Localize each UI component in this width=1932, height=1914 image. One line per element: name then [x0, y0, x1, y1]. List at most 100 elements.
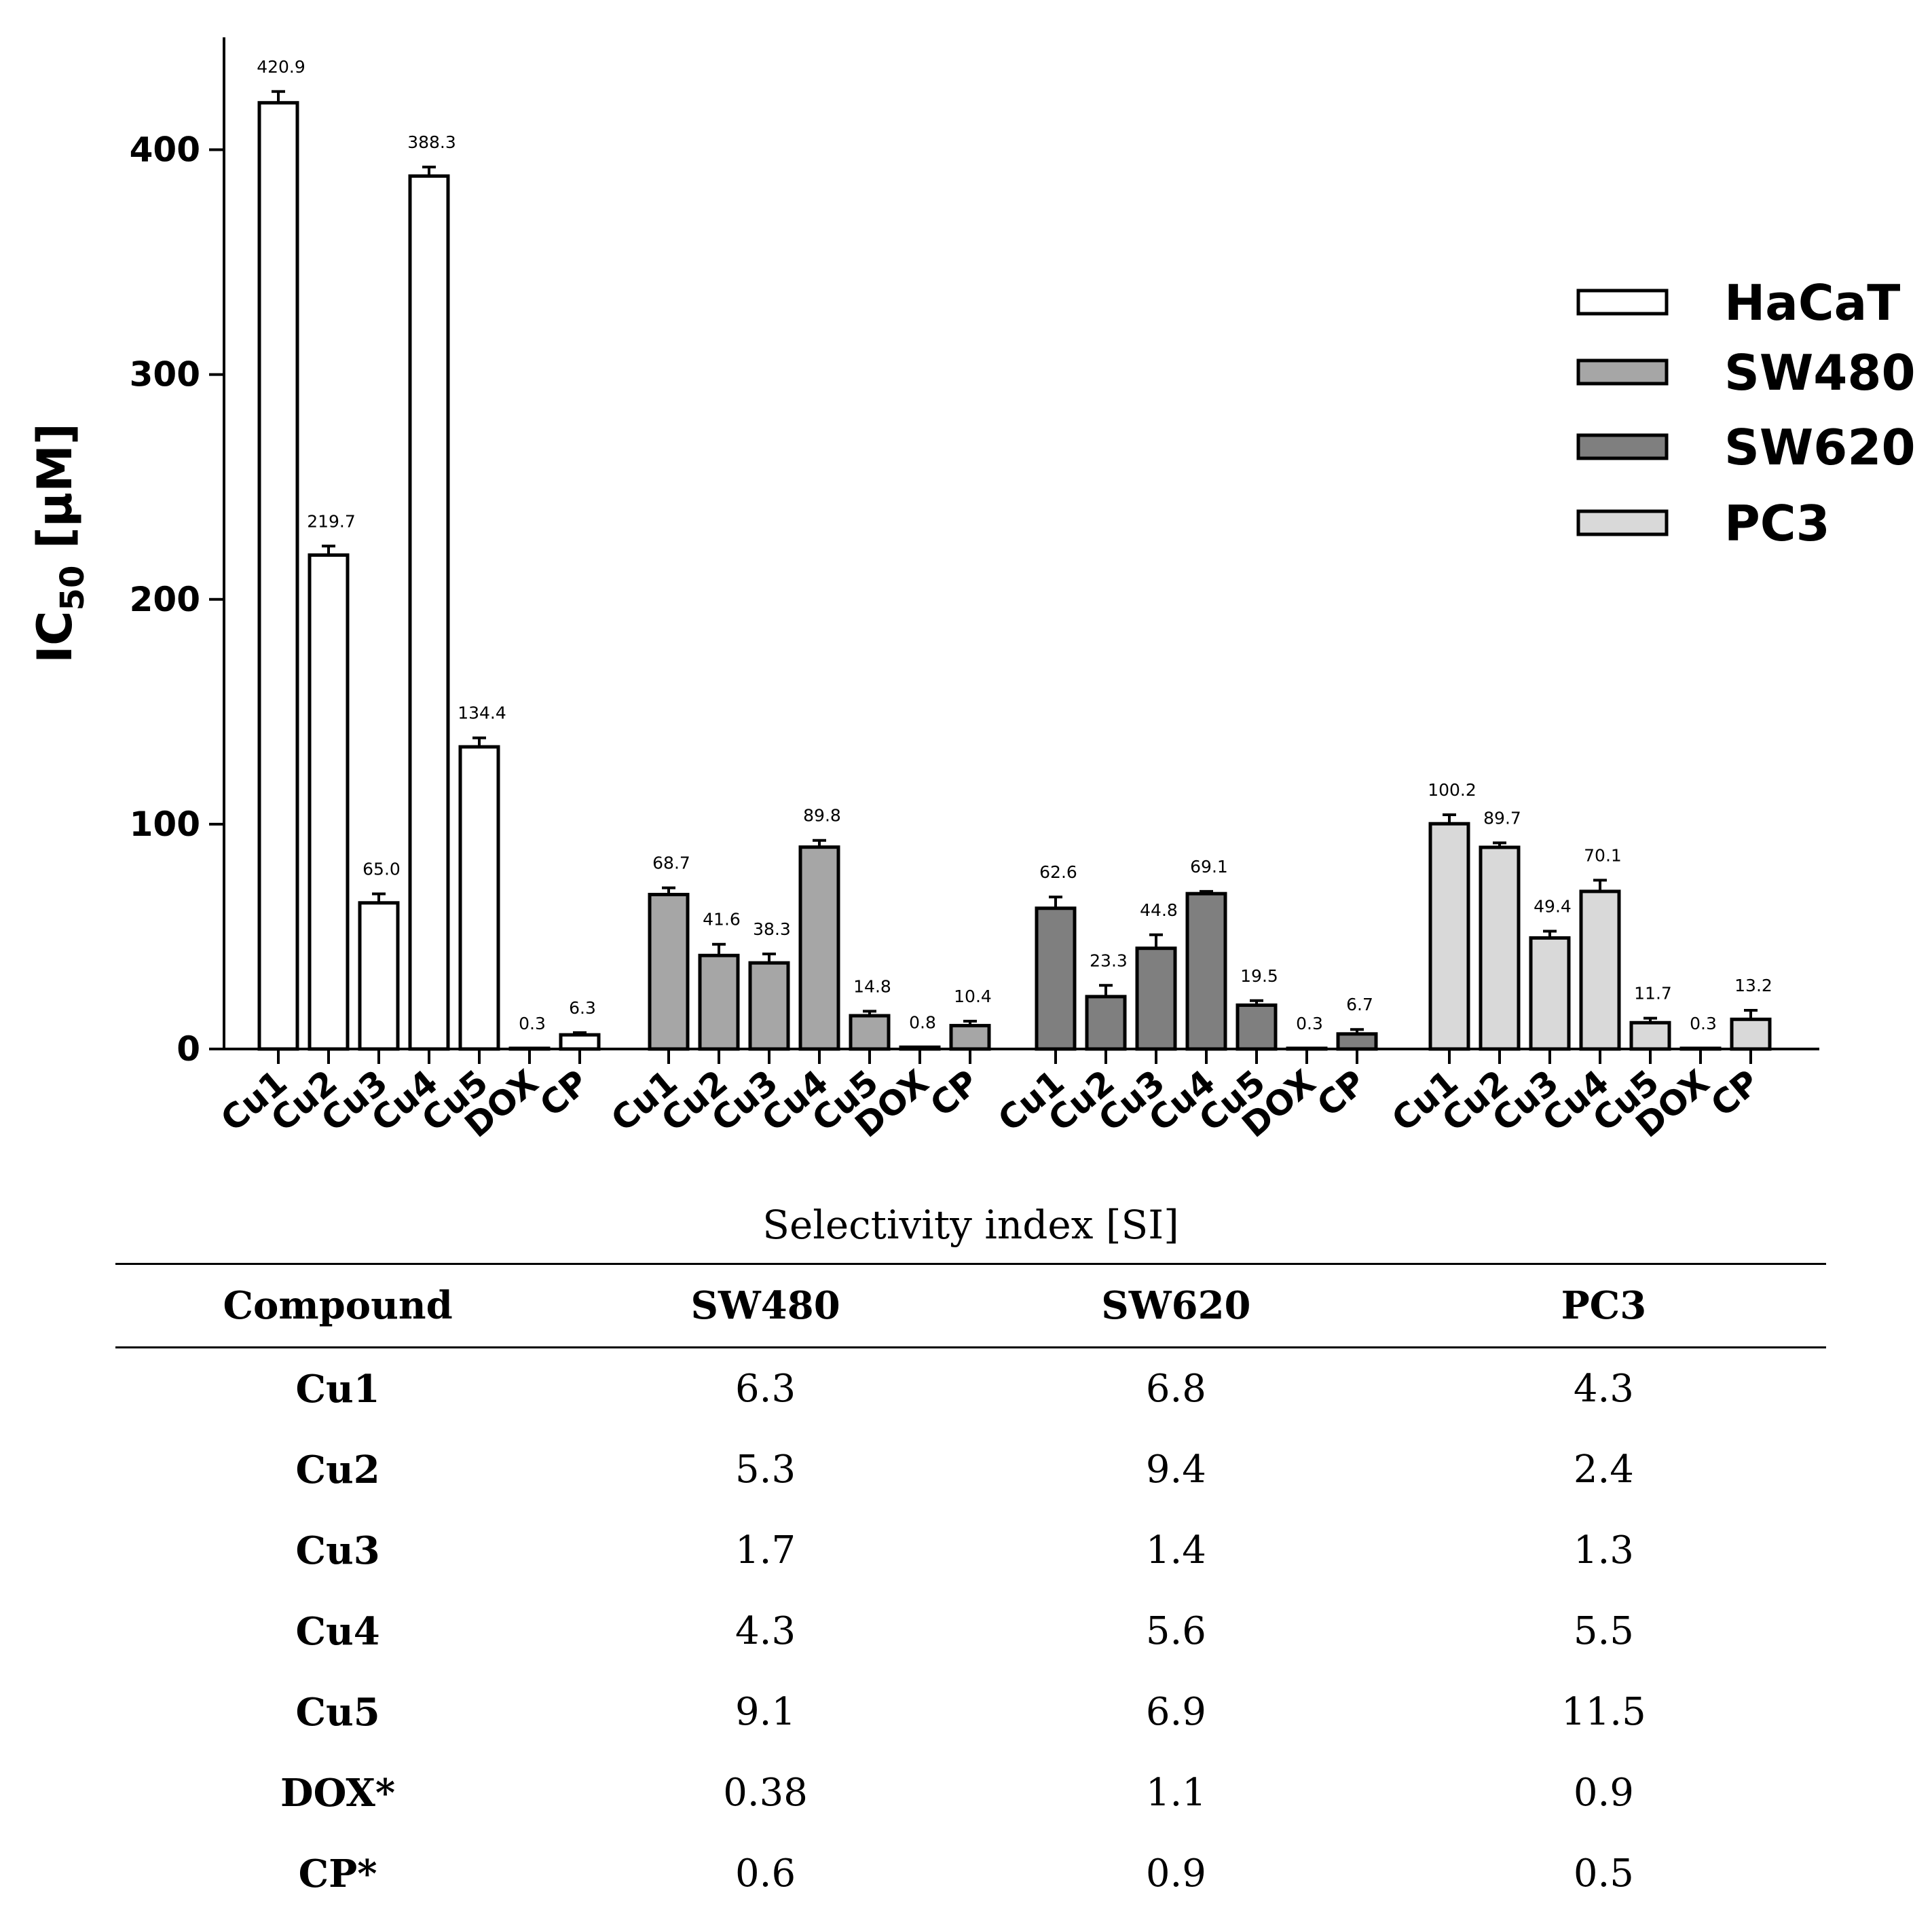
cell-value: 1.3: [1573, 1528, 1634, 1572]
x-tick-label: CP: [923, 1063, 986, 1125]
cell-compound: Cu2: [295, 1447, 380, 1492]
bar-sw480-cu3: [748, 961, 790, 1051]
bar-sw620-dox: [1286, 1046, 1328, 1051]
data-label: 89.8: [803, 806, 841, 826]
cell-value: 0.6: [735, 1852, 796, 1896]
legend-label-hacat: HaCaT: [1724, 274, 1900, 331]
bar-sw480-cu2: [698, 953, 740, 1051]
data-label: 41.6: [703, 910, 741, 930]
y-tick-label: 200: [130, 580, 200, 619]
cell-value: 11.5: [1561, 1690, 1646, 1734]
cell-value: 2.4: [1573, 1448, 1634, 1492]
data-label: 219.7: [307, 511, 356, 531]
bar-pc3-cp: [1730, 1017, 1772, 1051]
legend-swatch-hacat: [1576, 289, 1669, 316]
cell-value: 6.3: [735, 1367, 796, 1411]
cell-value: 4.3: [1573, 1367, 1634, 1411]
bar-hacat-dox: [508, 1046, 551, 1051]
data-label: 100.2: [1428, 780, 1476, 800]
data-label: 49.4: [1534, 896, 1572, 916]
cell-value: 6.9: [1145, 1690, 1206, 1734]
cell-value: 9.1: [735, 1690, 796, 1734]
header-pc3: PC3: [1381, 1263, 1826, 1348]
table-title: Selectivity index [SI]: [762, 1202, 1179, 1248]
data-label: 13.2: [1734, 976, 1772, 995]
y-tick-label: 100: [130, 805, 200, 844]
cell-value: 4.3: [735, 1609, 796, 1653]
selectivity-index-block: Selectivity index [SI] Compound SW480 SW…: [115, 1202, 1826, 1914]
y-axis-label-main: IC: [27, 610, 83, 663]
bar-sw480-dox: [899, 1045, 941, 1051]
x-tick-label: CP: [532, 1063, 595, 1125]
data-label: 10.4: [954, 987, 992, 1006]
legend-label-sw620: SW620: [1724, 419, 1916, 476]
x-tick-label: CP: [1309, 1063, 1373, 1125]
cell-value: 5.3: [735, 1448, 796, 1492]
bar-sw620-cu4: [1185, 891, 1227, 1051]
cell-value: 5.5: [1573, 1609, 1634, 1653]
cell-compound: CP*: [298, 1851, 377, 1896]
cell-value: 0.38: [723, 1771, 808, 1815]
y-axis-label-subscript: 50: [54, 566, 92, 611]
data-label: 0.3: [1296, 1014, 1323, 1033]
data-label: 44.8: [1140, 900, 1178, 920]
table-row: Cu2 5.3 9.4 2.4: [115, 1429, 1826, 1510]
data-label: 6.7: [1346, 995, 1373, 1014]
data-label: 6.3: [569, 998, 596, 1018]
header-sw480: SW480: [560, 1263, 971, 1348]
bar-hacat-cu1: [257, 100, 299, 1051]
data-label: 23.3: [1090, 951, 1128, 970]
bar-pc3-dox: [1679, 1046, 1722, 1051]
cell-value: 1.1: [1145, 1771, 1206, 1815]
table-row: Cu3 1.7 1.4 1.3: [115, 1510, 1826, 1591]
legend-swatch-pc3: [1576, 509, 1669, 536]
table-header-row: Compound SW480 SW620 PC3: [115, 1263, 1826, 1348]
y-tick-label: 300: [130, 355, 200, 394]
bar-sw480-cu1: [648, 893, 690, 1051]
data-label: 70.1: [1584, 845, 1622, 865]
data-label: 65.0: [363, 860, 401, 879]
bar-pc3-cu5: [1629, 1020, 1671, 1051]
table-row: Cu1 6.3 6.8 4.3: [115, 1348, 1826, 1430]
cell-value: 5.6: [1145, 1609, 1206, 1653]
x-tick-label: CP: [1703, 1063, 1766, 1125]
bar-hacat-cu2: [308, 553, 350, 1051]
y-tick-label: 0: [177, 1029, 200, 1069]
bar-sw480-cp: [949, 1024, 991, 1051]
bar-sw480-cu5: [849, 1014, 891, 1051]
data-label: 388.3: [407, 132, 456, 152]
cell-compound: DOX*: [280, 1770, 396, 1816]
bar-sw620-cu2: [1085, 995, 1127, 1051]
cell-value: 1.7: [735, 1528, 796, 1572]
data-label: 14.8: [853, 976, 891, 996]
y-tick-label: 400: [130, 130, 200, 170]
legend-label-pc3: PC3: [1724, 495, 1830, 552]
bar-hacat-cu3: [358, 901, 400, 1051]
selectivity-index-table: Compound SW480 SW620 PC3 Cu1 6.3 6.8 4.3…: [115, 1263, 1826, 1914]
bar-pc3-cu3: [1529, 936, 1571, 1051]
cell-value: 9.4: [1145, 1448, 1206, 1492]
cell-compound: Cu4: [295, 1608, 380, 1654]
bar-hacat-cu5: [458, 745, 500, 1051]
bar-sw620-cu3: [1135, 946, 1177, 1051]
cell-value: 0.5: [1573, 1852, 1634, 1896]
data-label: 19.5: [1240, 966, 1278, 986]
cell-compound: Cu5: [295, 1689, 380, 1735]
data-label: 38.3: [753, 919, 791, 939]
data-label: 0.3: [519, 1014, 546, 1033]
cell-value: 0.9: [1145, 1852, 1206, 1896]
bar-sw620-cp: [1336, 1032, 1378, 1051]
cell-value: 0.9: [1573, 1771, 1634, 1815]
cell-compound: Cu1: [295, 1366, 380, 1412]
data-label: 0.8: [909, 1012, 936, 1032]
bar-sw480-cu4: [798, 845, 840, 1051]
bar-sw620-cu1: [1035, 906, 1077, 1051]
header-sw620: SW620: [970, 1263, 1381, 1348]
data-label: 0.3: [1690, 1014, 1717, 1033]
bar-hacat-cp: [559, 1033, 601, 1051]
legend-swatch-sw620: [1576, 433, 1669, 460]
data-label: 420.9: [257, 57, 305, 77]
table-row: DOX* 0.38 1.1 0.9: [115, 1752, 1826, 1833]
table-row: Cu4 4.3 5.6 5.5: [115, 1591, 1826, 1672]
